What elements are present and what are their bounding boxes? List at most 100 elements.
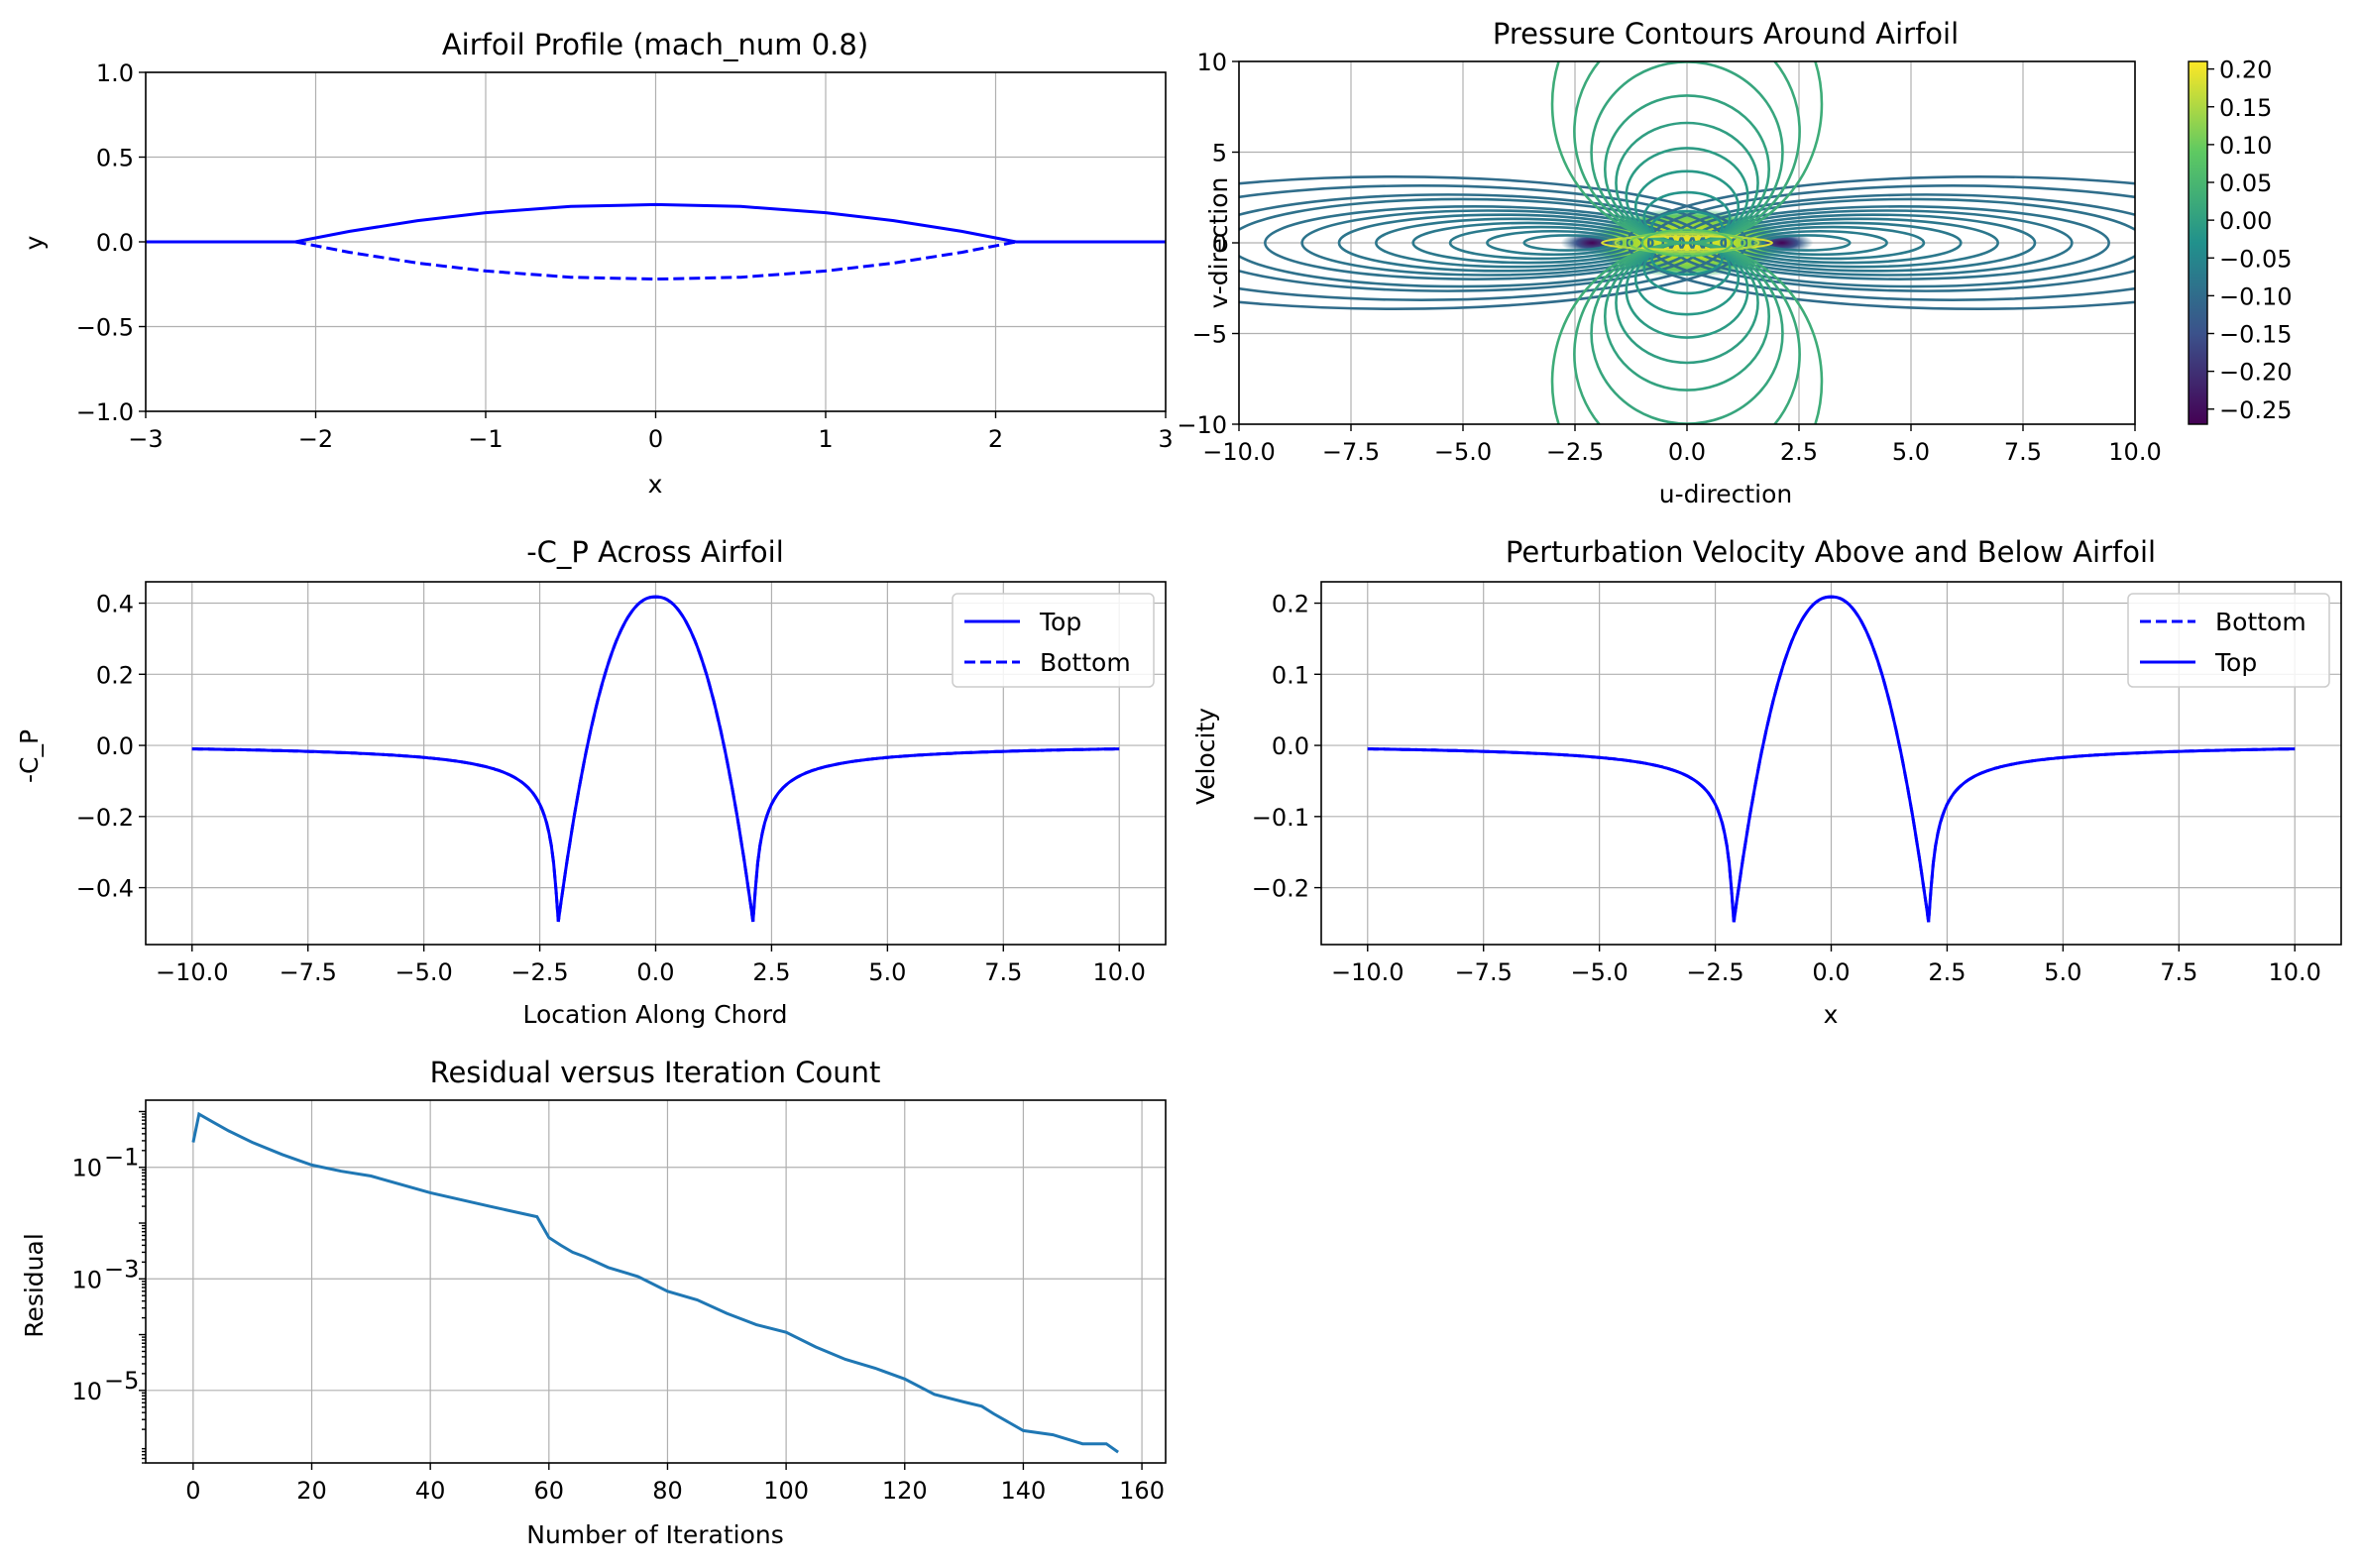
x-tick-label: 0.0	[1812, 958, 1850, 986]
contour-side-lobe	[1522, 234, 1613, 252]
perturbation-velocity-chart: −10.0 −7.5 −5.0 −2.5 0.0 2.5 5.0 7.5 10.0 −0.2 −0.…	[1191, 535, 2342, 1029]
x-tick-label: 0	[648, 425, 663, 453]
x-tick-label: 2.5	[752, 958, 790, 986]
colorbar-tick-label: 0.20	[2219, 56, 2272, 84]
x-tick-label: 160	[1119, 1477, 1165, 1505]
x-tick-label: 10.0	[1093, 958, 1146, 986]
x-tick-label: 0.0	[636, 958, 674, 986]
x-tick-label: 7.5	[2004, 438, 2042, 466]
contour-side-lobe	[1761, 234, 1852, 252]
x-tick-label: 100	[763, 1477, 809, 1505]
legend-label: Top	[2214, 648, 2257, 677]
contour-side-lobe	[1375, 217, 1654, 269]
x-tick-label: 5.0	[868, 958, 906, 986]
y-tick-label: 0.2	[1272, 591, 1309, 618]
series-line-0	[191, 1111, 1119, 1454]
x-tick-label: 3	[1158, 425, 1173, 453]
y-tick-exponent: −3	[104, 1255, 139, 1283]
y-tick-label: −0.2	[1252, 875, 1309, 903]
airfoil-profile-chart: −3 −2 −1 0 1 2 3 −1.0 −0.5 0.0 0.5 1.0 Airfoil Prof…	[20, 28, 1174, 499]
x-tick-label: 2.5	[1780, 438, 1818, 466]
y-tick-label: 0.5	[96, 145, 134, 172]
x-tick-label: −2.5	[1686, 958, 1743, 986]
contour-core-ring	[1640, 228, 1734, 258]
x-axis-label: u-direction	[1659, 480, 1792, 508]
y-tick-label: −0.1	[1252, 804, 1309, 832]
y-tick-label: −1.0	[76, 398, 134, 426]
x-tick-label: −2.5	[510, 958, 568, 986]
x-tick-label: 2	[988, 425, 1003, 453]
x-tick-label: 1	[818, 425, 833, 453]
y-tick-label: 10	[1196, 49, 1227, 76]
x-tick-label: 5.0	[1892, 438, 1930, 466]
contour-side-lobe	[1646, 184, 2135, 301]
contour-core-ring	[1628, 230, 1746, 256]
x-tick-label: −2	[298, 425, 333, 453]
colorbar	[2188, 60, 2208, 425]
series-line-0	[146, 202, 1166, 244]
contour-side-lobe	[1720, 217, 1999, 269]
y-tick-label: −5	[1192, 321, 1227, 349]
x-tick-label: 5.0	[2044, 958, 2081, 986]
colorbar-tick-label: −0.15	[2219, 321, 2293, 349]
y-tick-exponent: −1	[104, 1144, 139, 1172]
x-axis-label: Number of Iterations	[526, 1520, 784, 1549]
y-tick-label: 0.0	[96, 229, 134, 257]
colorbar-tick-label: −0.25	[2219, 396, 2293, 424]
contour-core-ring	[1614, 233, 1760, 253]
y-axis-label: Velocity	[1191, 708, 1220, 805]
contour-side-lobe	[1337, 213, 1665, 273]
x-tick-label: −10.0	[1202, 438, 1276, 466]
x-tick-label: 40	[415, 1477, 446, 1505]
pressure-contour-chart: −10.0 −7.5 −5.0 −2.5 0.0 2.5 5.0 7.5 10.0 −10 −5 0 5…	[1177, 17, 2293, 508]
contour-side-lobe	[1239, 175, 1748, 310]
x-tick-label: −2.5	[1546, 438, 1604, 466]
contour-top-lobe	[1550, 61, 1824, 245]
chart-title: Pressure Contours Around Airfoil	[1493, 17, 1959, 51]
colorbar-tick-label: −0.05	[2219, 245, 2293, 273]
x-tick-label: 10.0	[2269, 958, 2321, 986]
legend-label: Bottom	[2215, 608, 2306, 636]
contour-side-lobe	[1750, 229, 1888, 257]
y-tick-label: 0.0	[1272, 732, 1309, 760]
colorbar-tick-label: −0.10	[2219, 282, 2293, 310]
y-tick-label: 1.0	[96, 59, 134, 87]
contour-side-lobe	[1239, 184, 1728, 301]
colorbar-tick-label: 0.10	[2219, 132, 2272, 160]
y-axis-label: Residual	[20, 1233, 49, 1338]
y-tick-label: 0	[1212, 230, 1227, 258]
y-tick-label: 10	[71, 1266, 102, 1293]
y-tick-label: −0.2	[76, 804, 134, 832]
x-tick-label: 10.0	[2108, 438, 2161, 466]
x-tick-label: 7.5	[2160, 958, 2197, 986]
contour-side-lobe	[1448, 225, 1633, 261]
colorbar-tick-label: −0.20	[2219, 359, 2293, 387]
x-tick-label: −7.5	[1322, 438, 1380, 466]
x-tick-label: −5.0	[394, 958, 452, 986]
legend-label: Top	[1039, 608, 1081, 636]
pressure-coefficient-chart: −10.0 −7.5 −5.0 −2.5 0.0 2.5 5.0 7.5 10.0 −0.4 −0.…	[15, 535, 1167, 1029]
y-tick-label: −10	[1177, 411, 1227, 439]
y-tick-label: 10	[71, 1378, 102, 1405]
x-tick-label: 120	[882, 1477, 928, 1505]
colorbar-tick-label: 0.05	[2219, 169, 2272, 197]
series-line-1	[294, 240, 1017, 281]
y-tick-label: 10	[71, 1155, 102, 1182]
x-axis-label: x	[648, 470, 663, 499]
contour-core-ring	[1601, 235, 1773, 251]
x-tick-label: 60	[534, 1477, 565, 1505]
x-tick-label: −3	[128, 425, 163, 453]
x-axis-label: Location Along Chord	[523, 1000, 788, 1029]
colorbar-tick-label: 0.00	[2219, 207, 2272, 235]
x-tick-label: −10.0	[156, 958, 229, 986]
colorbar-tick-label: 0.15	[2219, 94, 2272, 122]
x-tick-label: 20	[296, 1477, 327, 1505]
chart-title: Residual versus Iteration Count	[430, 1056, 881, 1089]
y-tick-label: −0.5	[76, 314, 134, 342]
y-tick-label: 5	[1212, 140, 1227, 168]
y-tick-label: 0.0	[96, 732, 134, 760]
x-tick-label: −5.0	[1570, 958, 1628, 986]
chart-title: Airfoil Profile (mach_num 0.8)	[442, 28, 868, 61]
legend-label: Bottom	[1040, 648, 1131, 677]
